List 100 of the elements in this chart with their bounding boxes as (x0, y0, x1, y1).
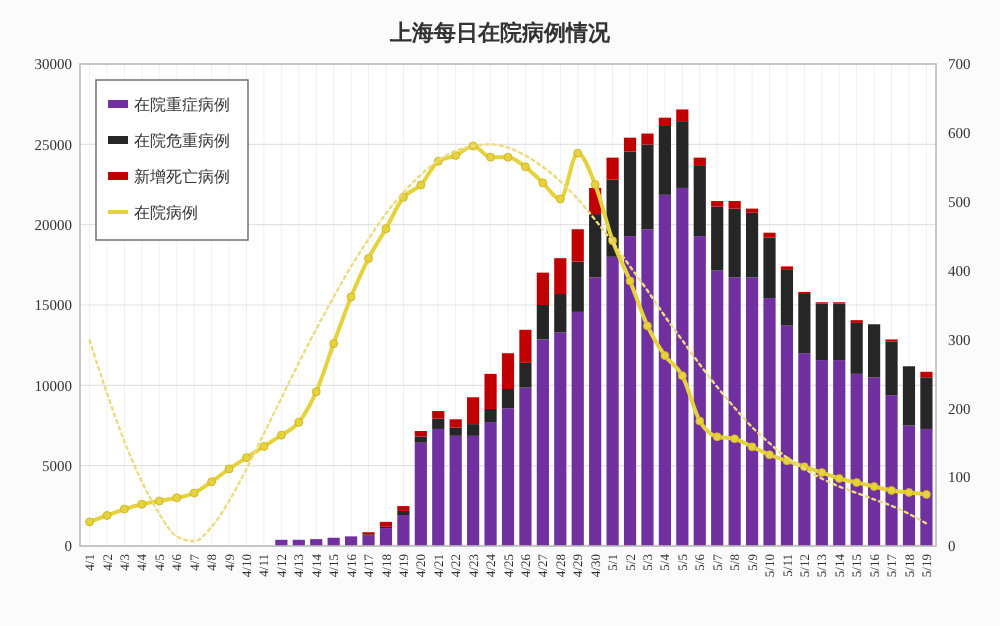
point (346, 292, 356, 302)
point (852, 478, 862, 487)
point (887, 486, 896, 495)
point (747, 442, 757, 452)
bar (414, 431, 427, 437)
legend-label: 新增死亡病例 (134, 167, 230, 186)
bar (641, 144, 654, 230)
bar (536, 272, 549, 305)
bar (641, 229, 654, 546)
point (120, 504, 129, 514)
bar (571, 229, 584, 262)
point (730, 434, 740, 444)
point (364, 254, 373, 263)
point (625, 276, 635, 286)
bar (589, 214, 602, 278)
bar (868, 377, 881, 546)
point (521, 162, 530, 172)
point (172, 493, 182, 503)
bar (344, 536, 358, 546)
point (154, 496, 164, 506)
bar (868, 324, 881, 378)
point (207, 477, 217, 487)
point (817, 468, 827, 477)
bar (763, 237, 776, 299)
point (503, 152, 513, 162)
bar (641, 133, 654, 145)
legend-label: 在院病例 (134, 203, 198, 222)
bar (850, 373, 863, 546)
bar (711, 270, 724, 546)
point (329, 339, 339, 348)
bar (414, 436, 427, 443)
bar (623, 137, 637, 152)
point (538, 178, 548, 188)
bar (902, 425, 916, 546)
bar (467, 397, 480, 425)
point (224, 464, 234, 474)
bar (920, 371, 933, 378)
bar (571, 261, 584, 312)
bar (885, 341, 898, 396)
bar (397, 515, 410, 546)
bar (658, 125, 672, 195)
point (451, 151, 461, 160)
bar (885, 395, 898, 546)
bar (432, 418, 445, 429)
bar (554, 258, 567, 294)
bar (902, 366, 916, 426)
bar (623, 236, 637, 546)
bar (920, 377, 933, 429)
bar (693, 165, 706, 237)
bar (711, 201, 724, 207)
point (102, 511, 112, 520)
bar (711, 206, 724, 271)
legend-label: 在院危重病例 (134, 131, 230, 150)
bar (449, 419, 462, 428)
bar (554, 293, 567, 333)
bar (728, 277, 741, 546)
point (834, 474, 844, 483)
point (695, 416, 705, 426)
bar (745, 212, 759, 278)
bar (519, 387, 532, 546)
bar (484, 408, 497, 423)
point (590, 180, 600, 189)
bar (379, 528, 393, 546)
point (416, 180, 426, 190)
bar (449, 427, 462, 436)
bar (501, 408, 515, 546)
bar (728, 201, 741, 209)
point (276, 430, 286, 440)
bar (728, 208, 741, 278)
point (922, 490, 931, 499)
bar (606, 157, 619, 180)
bar (815, 303, 828, 361)
bar (780, 269, 794, 326)
bar (501, 353, 515, 390)
bar (606, 256, 619, 546)
bar (501, 389, 515, 409)
point (660, 351, 670, 361)
bar (467, 435, 480, 546)
bar (432, 411, 445, 419)
point (189, 488, 199, 498)
bar (658, 117, 672, 126)
bar (397, 510, 410, 516)
bar (571, 311, 584, 546)
bar (449, 435, 462, 546)
point (242, 453, 251, 463)
bar (780, 325, 794, 546)
point (555, 194, 565, 204)
bar (432, 428, 445, 546)
point (85, 517, 94, 527)
bar (763, 298, 776, 546)
chart-title: 上海每日在院病例情况 (388, 20, 612, 46)
point (294, 417, 304, 427)
bar (833, 303, 846, 361)
bar (484, 422, 497, 546)
point (311, 387, 321, 397)
bar (676, 187, 689, 546)
bar (536, 305, 549, 340)
point (486, 152, 495, 162)
bar (798, 353, 811, 546)
point (869, 482, 879, 491)
